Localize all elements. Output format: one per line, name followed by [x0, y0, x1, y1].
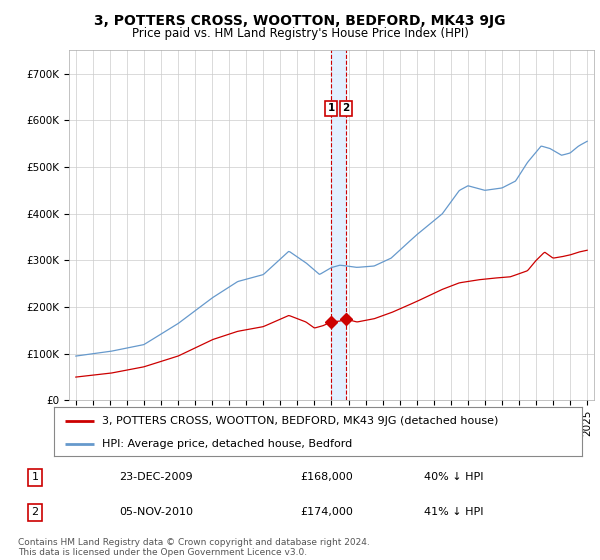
Text: 2: 2	[343, 103, 350, 113]
Text: 40% ↓ HPI: 40% ↓ HPI	[424, 473, 484, 483]
Text: Contains HM Land Registry data © Crown copyright and database right 2024.
This d: Contains HM Land Registry data © Crown c…	[18, 538, 370, 557]
Text: 1: 1	[328, 103, 335, 113]
Text: 05-NOV-2010: 05-NOV-2010	[119, 507, 194, 517]
Text: 3, POTTERS CROSS, WOOTTON, BEDFORD, MK43 9JG (detached house): 3, POTTERS CROSS, WOOTTON, BEDFORD, MK43…	[101, 416, 498, 426]
Text: 41% ↓ HPI: 41% ↓ HPI	[424, 507, 484, 517]
Text: £174,000: £174,000	[300, 507, 353, 517]
Text: 2: 2	[31, 507, 38, 517]
Text: £168,000: £168,000	[300, 473, 353, 483]
Text: HPI: Average price, detached house, Bedford: HPI: Average price, detached house, Bedf…	[101, 439, 352, 449]
Text: 23-DEC-2009: 23-DEC-2009	[119, 473, 193, 483]
Text: Price paid vs. HM Land Registry's House Price Index (HPI): Price paid vs. HM Land Registry's House …	[131, 27, 469, 40]
Bar	[331, 50, 346, 400]
Text: 3, POTTERS CROSS, WOOTTON, BEDFORD, MK43 9JG: 3, POTTERS CROSS, WOOTTON, BEDFORD, MK43…	[94, 14, 506, 28]
Text: 1: 1	[31, 473, 38, 483]
